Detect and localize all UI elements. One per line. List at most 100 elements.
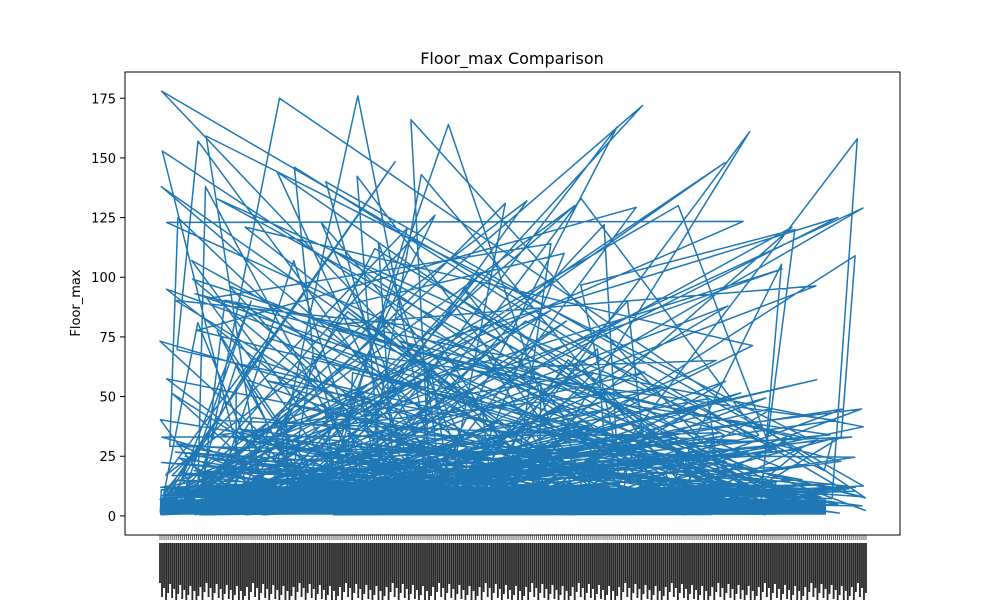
x-tick-label	[652, 543, 655, 595]
x-tick-label	[163, 543, 165, 588]
x-tick-label	[171, 543, 174, 598]
x-tick-label	[733, 543, 736, 600]
x-tick-label	[296, 543, 299, 592]
x-tick-label	[505, 543, 507, 585]
x-tick-label	[345, 543, 348, 583]
x-tick-label	[420, 543, 422, 595]
x-tick-label	[765, 543, 768, 597]
x-tick-label	[727, 543, 730, 584]
x-tick-label	[181, 543, 184, 599]
y-tick-label: 0	[108, 510, 116, 525]
x-tick-label	[670, 543, 673, 583]
x-tick-label	[448, 543, 451, 584]
x-tick-label	[434, 543, 437, 600]
x-tick-label	[395, 543, 398, 588]
x-tick-label	[418, 543, 420, 600]
x-tick-label	[846, 543, 849, 600]
x-tick-label	[185, 543, 188, 600]
x-tick-label	[365, 543, 368, 585]
x-tick-label	[498, 543, 501, 589]
x-tick-label	[654, 543, 657, 586]
x-tick-label	[608, 543, 610, 586]
x-tick-label	[638, 543, 641, 589]
x-tick-label	[820, 543, 823, 584]
x-tick-label	[822, 543, 825, 598]
x-tick-label	[217, 543, 220, 598]
x-tick-label	[533, 543, 536, 597]
x-tick-label	[237, 543, 240, 600]
x-tick-label	[452, 543, 455, 589]
x-tick-label	[585, 543, 588, 593]
x-tick-label	[331, 543, 333, 600]
x-tick-label	[422, 543, 424, 586]
x-tick-label	[666, 543, 669, 600]
x-tick-label	[561, 543, 564, 586]
x-tick-label	[786, 543, 789, 599]
y-axis: 0 25 50 75 100 125 150 175	[91, 92, 125, 525]
x-tick-label	[438, 543, 441, 583]
x-tick-label	[555, 543, 558, 590]
x-tick-label	[589, 543, 592, 598]
x-tick-label	[551, 543, 554, 585]
x-tick-label	[861, 543, 863, 588]
x-tick-label	[725, 543, 728, 593]
x-tick-label	[329, 543, 331, 586]
x-tick-label	[294, 543, 297, 600]
x-tick-label	[179, 543, 182, 585]
x-tick-label	[770, 543, 772, 600]
x-tick-label	[709, 543, 712, 596]
x-tick-label	[460, 543, 463, 599]
x-tick-label	[159, 543, 161, 583]
x-tick-label	[223, 543, 226, 594]
x-tick-label	[745, 543, 748, 595]
x-tick-label	[193, 543, 196, 591]
x-tick-label	[719, 543, 722, 597]
x-tick-label	[316, 543, 319, 594]
x-tick-label	[836, 543, 839, 600]
x-tick-label	[173, 543, 176, 589]
x-tick-label	[519, 543, 521, 591]
x-tick-label	[818, 543, 821, 593]
x-tick-label	[201, 543, 204, 600]
x-tick-label	[830, 543, 833, 585]
x-tick-label	[480, 543, 483, 600]
x-tick-label	[466, 543, 469, 595]
x-tick-label	[863, 543, 865, 600]
x-tick-label	[464, 543, 467, 600]
x-tick-label	[517, 543, 519, 600]
x-tick-label	[515, 543, 517, 586]
x-tick-label	[268, 543, 271, 600]
x-tick-label	[500, 543, 503, 600]
x-tick-label	[219, 543, 222, 589]
x-tick-label	[411, 543, 414, 585]
x-tick-label	[462, 543, 465, 590]
x-tick-label	[865, 543, 867, 593]
x-tick-label	[407, 543, 410, 600]
chart-title: Floor_max Comparison	[420, 49, 604, 69]
x-tick-label	[527, 543, 530, 600]
x-tick-label	[808, 543, 811, 592]
x-tick-label	[426, 543, 428, 591]
x-tick-label	[484, 543, 487, 583]
x-tick-label	[735, 543, 738, 594]
x-tick-label	[628, 543, 631, 588]
x-tick-label	[792, 543, 795, 595]
x-tick-label	[250, 543, 252, 592]
x-tick-label	[529, 543, 532, 592]
x-tick-label	[644, 543, 647, 585]
x-tick-label	[592, 543, 594, 589]
x-tick-label	[209, 543, 212, 588]
x-tick-label	[227, 543, 230, 599]
x-tick-label	[290, 543, 293, 596]
x-tick-label	[244, 543, 246, 596]
x-tick-label	[339, 543, 341, 587]
x-tick-label	[774, 543, 776, 584]
x-tick-label	[379, 543, 382, 591]
x-tick-label	[711, 543, 714, 587]
x-tick-label	[242, 543, 244, 600]
x-tick-label	[284, 543, 287, 600]
x-tick-label	[545, 543, 548, 589]
x-tick-label	[553, 543, 556, 599]
x-tick-label	[648, 543, 651, 590]
x-tick-label	[594, 543, 596, 600]
